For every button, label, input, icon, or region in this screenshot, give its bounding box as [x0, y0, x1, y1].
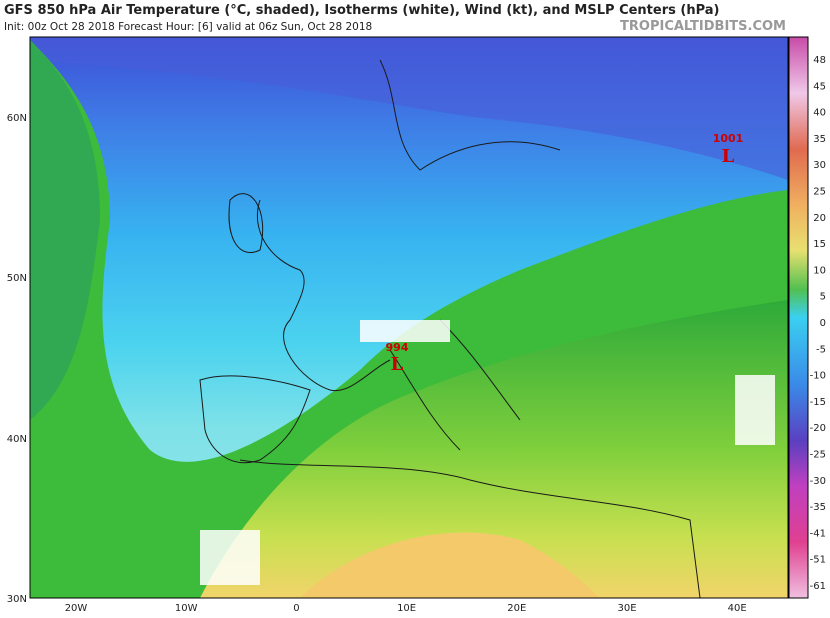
colorbar-label: -25 [810, 450, 826, 461]
lon-label: 0 [293, 603, 299, 614]
colorbar-label: -35 [810, 502, 826, 513]
low-symbol: L [722, 146, 735, 167]
colorbar-label: 30 [813, 160, 826, 171]
colorbar-label: 35 [813, 134, 826, 145]
map-area: 994 L 1001 L [29, 36, 789, 599]
lat-label: 40N [7, 434, 27, 445]
lon-label: 10W [175, 603, 198, 614]
atlantic-green [30, 40, 100, 420]
colorbar-label: -30 [810, 476, 826, 487]
labels: 60N 50N 40N 30N 20W 10W 0 10E 20E 30E 40E 48 45 40 35 3… [7, 55, 826, 614]
lon-label: 20E [507, 603, 526, 614]
snow-mask [200, 530, 260, 585]
cold-core [30, 37, 788, 180]
map-frame [29, 36, 789, 599]
coastlines [199, 59, 701, 599]
snow-mask [735, 375, 775, 445]
colorbar-label: -61 [810, 581, 826, 592]
low-symbol: L [391, 354, 404, 375]
pressure-value: 1001 [713, 132, 744, 145]
colorbar-label: 15 [813, 239, 826, 250]
colorbar-label: -10 [810, 371, 826, 382]
snow-mask [360, 320, 450, 342]
lat-label: 60N [7, 113, 27, 124]
colorbar-label: 25 [813, 187, 826, 198]
warm-field [200, 300, 788, 598]
colorbar-label: -5 [816, 344, 826, 355]
colorbar-label: 5 [820, 292, 826, 303]
colorbar-label: -20 [810, 423, 826, 434]
pressure-value: 994 [386, 341, 409, 354]
colorbar-label: -41 [810, 528, 826, 539]
colorbar [788, 36, 809, 599]
lon-label: 30E [617, 603, 636, 614]
colorbar-label: 0 [820, 318, 826, 329]
watermark: TROPICALTIDBITS.COM [620, 19, 786, 34]
lon-label: 10E [397, 603, 416, 614]
hot-core [300, 532, 600, 598]
lat-label: 30N [7, 594, 27, 605]
colorbar-label: 10 [813, 265, 826, 276]
map-subtitle: Init: 00z Oct 28 2018 Forecast Hour: [6]… [4, 21, 372, 33]
map-title: GFS 850 hPa Air Temperature (°C, shaded)… [4, 3, 719, 18]
colorbar-label: 40 [813, 108, 826, 119]
colorbar-label: 20 [813, 213, 826, 224]
lat-label: 50N [7, 273, 27, 284]
lon-label: 20W [65, 603, 88, 614]
colorbar-label: -51 [810, 555, 826, 566]
colorbar-label: 45 [813, 81, 826, 92]
lon-label: 40E [728, 603, 747, 614]
colorbar-label: 48 [813, 55, 826, 66]
colorbar-label: -15 [810, 397, 826, 408]
